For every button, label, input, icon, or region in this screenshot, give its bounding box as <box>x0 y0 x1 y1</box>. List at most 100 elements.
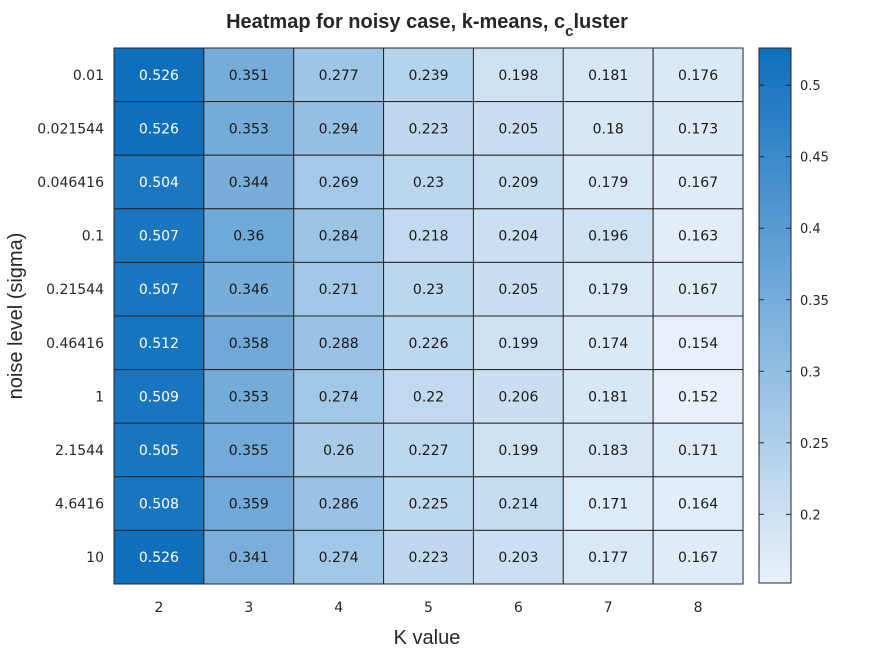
cell-value-label: 0.359 <box>229 497 269 513</box>
cell-value-label: 0.22 <box>413 389 444 405</box>
heatmap-cell <box>293 154 385 210</box>
cell-value-label: 0.271 <box>319 282 359 298</box>
cell-value-label: 0.355 <box>229 443 269 459</box>
colorbar-tick-label: 0.4 <box>800 222 821 237</box>
cell-value-label: 0.204 <box>498 229 538 245</box>
cell-value-label: 0.171 <box>588 497 628 513</box>
heatmap-cell <box>293 315 385 371</box>
cell-value-label: 0.206 <box>498 389 538 405</box>
heatmap-cell <box>383 422 474 478</box>
heatmap-cell <box>562 154 654 210</box>
cell-value-label: 0.23 <box>413 282 444 298</box>
heatmap-cell <box>293 101 385 156</box>
cell-value-label: 0.181 <box>588 389 628 405</box>
cell-value-label: 0.284 <box>319 229 359 245</box>
heatmap-cell <box>293 529 385 585</box>
colorbar-tick-label: 0.2 <box>800 508 821 523</box>
cell-value-label: 0.344 <box>229 175 269 191</box>
cell-value-label: 0.177 <box>588 550 628 566</box>
cell-value-label: 0.167 <box>678 175 718 191</box>
cell-value-label: 0.174 <box>588 336 628 352</box>
x-tick-label: 2 <box>154 600 163 616</box>
cell-value-label: 0.173 <box>678 121 718 137</box>
cell-value-label: 0.526 <box>139 550 179 566</box>
cell-value-label: 0.171 <box>678 443 718 459</box>
cell-value-label: 0.181 <box>588 68 628 84</box>
heatmap-cell <box>652 422 744 478</box>
heatmap-cell <box>472 315 564 371</box>
x-axis-label: K value <box>394 627 461 649</box>
heatmap-cell <box>383 154 474 210</box>
cell-value-label: 0.205 <box>498 121 538 137</box>
cell-value-label: 0.341 <box>229 550 269 566</box>
heatmap-cell <box>472 529 564 585</box>
heatmap-cell <box>383 529 474 585</box>
colorbar-tick-label: 0.25 <box>800 437 829 452</box>
chart-title: Heatmap for noisy case, k-means, ccluste… <box>226 11 628 40</box>
cell-value-label: 0.205 <box>498 282 538 298</box>
x-tick-labels: 2 3 4 5 6 7 8 <box>154 600 702 616</box>
heatmap-cell <box>472 476 564 531</box>
cell-value-label: 0.18 <box>593 121 624 137</box>
x-tick-label: 4 <box>334 600 343 616</box>
cell-value-label: 0.26 <box>323 443 354 459</box>
heatmap-cell <box>652 369 744 424</box>
heatmap-cell <box>652 101 744 156</box>
cell-value-label: 0.167 <box>678 550 718 566</box>
cell-value-label: 0.203 <box>498 550 538 566</box>
cell-value-label: 0.274 <box>319 389 359 405</box>
cell-value-label: 0.504 <box>139 175 179 191</box>
heatmap-cell <box>113 315 205 371</box>
heatmap-cell <box>383 208 474 263</box>
heatmap-cell <box>472 101 564 156</box>
cell-value-label: 0.218 <box>408 229 448 245</box>
cell-value-label: 0.199 <box>498 443 538 459</box>
cell-value-label: 0.227 <box>408 443 448 459</box>
heatmap-cell <box>472 369 564 424</box>
cell-value-label: 0.36 <box>233 229 264 245</box>
heatmap-cell <box>472 154 564 210</box>
cell-value-label: 0.163 <box>678 229 718 245</box>
cell-value-label: 0.505 <box>139 443 179 459</box>
y-tick-label: 10 <box>86 550 104 566</box>
heatmap-cell <box>562 369 654 424</box>
heatmap-cell <box>113 369 205 424</box>
heatmap-cell <box>113 529 205 585</box>
cell-value-label: 0.198 <box>498 68 538 84</box>
heatmap-cell <box>113 422 205 478</box>
colorbar-tick-label: 0.35 <box>800 294 829 309</box>
heatmap-cell <box>203 47 295 103</box>
heatmap-cell <box>562 208 654 263</box>
cell-value-label: 0.507 <box>139 229 179 245</box>
heatmap-cells: 0.526 0.351 0.277 0.239 0.198 0.181 0.176 0.526… <box>113 47 744 585</box>
cell-value-label: 0.358 <box>229 336 269 352</box>
cell-value-label: 0.239 <box>408 68 448 84</box>
cell-value-label: 0.167 <box>678 282 718 298</box>
heatmap-cell <box>652 315 744 371</box>
heatmap-cell <box>652 154 744 210</box>
heatmap-cell <box>562 47 654 103</box>
x-tick-label: 8 <box>694 600 703 616</box>
heatmap-cell <box>203 154 295 210</box>
cell-value-label: 0.152 <box>678 389 718 405</box>
heatmap-cell <box>293 47 385 103</box>
x-tick-label: 3 <box>244 600 253 616</box>
cell-value-label: 0.269 <box>319 175 359 191</box>
heatmap-cell <box>113 101 205 156</box>
y-tick-label: 4.6416 <box>55 497 104 513</box>
colorbar-tick-label: 0.45 <box>800 151 829 166</box>
colorbar-gradient <box>758 47 792 584</box>
heatmap-cell <box>383 369 474 424</box>
heatmap-cell <box>562 529 654 585</box>
cell-value-label: 0.209 <box>498 175 538 191</box>
y-tick-label: 1 <box>95 389 104 405</box>
heatmap-cell <box>472 422 564 478</box>
colorbar-tick-label: 0.3 <box>800 365 821 380</box>
cell-value-label: 0.225 <box>408 497 448 513</box>
cell-value-label: 0.23 <box>413 175 444 191</box>
cell-value-label: 0.294 <box>319 121 359 137</box>
y-tick-label: 0.046416 <box>37 175 104 191</box>
heatmap-cell <box>203 315 295 371</box>
cell-value-label: 0.288 <box>319 336 359 352</box>
cell-value-label: 0.512 <box>139 336 179 352</box>
